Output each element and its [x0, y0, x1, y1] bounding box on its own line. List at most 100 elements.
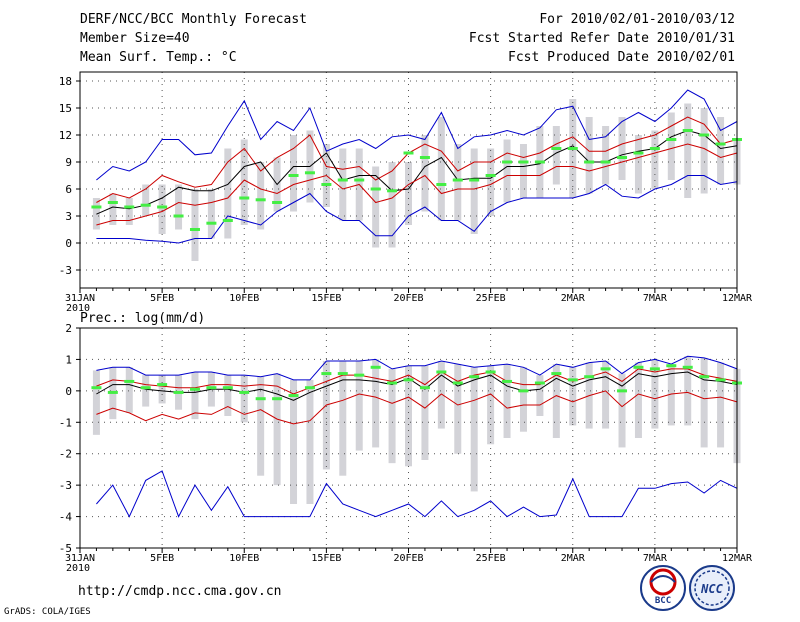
precip-spread-bar — [602, 361, 610, 429]
precip-obs-mark — [222, 386, 233, 390]
precip-series-lower — [96, 390, 738, 425]
temp-spread-bar — [405, 162, 412, 225]
precip-obs-mark — [304, 386, 315, 390]
precip-ytick-label: -4 — [59, 511, 73, 524]
precip-series-max — [96, 355, 738, 381]
temp-spread-bar — [651, 130, 659, 189]
temp-obs-mark — [321, 183, 332, 186]
precip-obs-mark — [354, 373, 365, 377]
precip-obs-mark — [600, 367, 611, 371]
header-title: DERF/NCC/BCC Monthly Forecast — [80, 12, 307, 27]
precip-obs-mark — [288, 394, 299, 398]
precip-obs-mark — [485, 370, 496, 374]
temp-xtick-label: 20FEB — [393, 293, 423, 304]
precip-spread-bar — [322, 361, 330, 470]
precip-xtick-label: 2MAR — [561, 553, 586, 564]
temp-obs-mark — [452, 178, 463, 182]
temp-obs-mark — [682, 129, 693, 132]
temp-spread-bar — [700, 108, 708, 194]
temp-spread-bar — [454, 144, 462, 221]
temp-spread-bar — [487, 148, 495, 216]
temp-obs-mark — [715, 142, 726, 146]
precip-spread-bar — [372, 359, 380, 448]
precip-spread-bar — [273, 373, 281, 486]
precip-ytick-label: -5 — [59, 542, 72, 555]
precipitation-panel: -5 -4 -3 -2 -1 0 1 2 31JAN 5FEB 10FEB 15FEB 20FEB 25F… — [59, 322, 753, 574]
precip-obs-mark — [666, 364, 677, 368]
precip-spread-bar — [290, 379, 298, 504]
temp-spread-bar — [339, 148, 347, 221]
precip-obs-mark — [255, 397, 266, 401]
precip-spread-bar — [700, 357, 708, 448]
temp-xtick-label: 7MAR — [643, 293, 668, 304]
precip-obs-mark — [140, 386, 151, 390]
precip-obs-mark — [534, 381, 545, 385]
precip-obs-mark — [584, 375, 595, 379]
precip-spread-bar — [257, 376, 265, 476]
temp-xtick-label: 15FEB — [311, 293, 341, 304]
temp-series-upper — [96, 116, 738, 203]
temp-ytick-label: 6 — [65, 183, 72, 196]
precip-obs-mark — [436, 370, 447, 374]
precip-obs-mark — [419, 386, 430, 390]
precip-spread-bar — [684, 356, 692, 426]
temp-obs-mark — [222, 219, 233, 222]
precip-spread-bar — [470, 367, 478, 492]
temp-obs-mark — [534, 160, 545, 164]
precip-obs-mark — [633, 365, 644, 369]
precip-obs-mark — [502, 379, 513, 383]
temp-xtick-label: 25FEB — [476, 293, 506, 304]
header-period: For 2010/02/01-2010/03/12 — [539, 12, 735, 27]
temp-ytick-label: 18 — [59, 75, 72, 88]
temp-obs-mark — [272, 201, 283, 204]
temp-spread-bar — [372, 166, 380, 248]
temp-obs-mark — [288, 174, 299, 177]
temp-obs-mark — [189, 228, 200, 231]
temp-obs-mark — [551, 147, 562, 150]
header-produced-date: Fcst Produced Date 2010/02/01 — [508, 50, 735, 65]
temp-spread-bar — [125, 198, 133, 225]
precip-obs-mark — [567, 378, 578, 382]
precip-spread-bar — [142, 375, 150, 407]
precip-spread-bar — [536, 375, 544, 416]
precip-year-label: 2010 — [66, 563, 90, 574]
precip-spread-bar — [618, 373, 626, 448]
header-member-size: Member Size=40 — [80, 31, 190, 46]
precip-spread-bar — [191, 372, 199, 420]
precip-xtick-label: 15FEB — [311, 553, 341, 564]
precip-obs-mark — [682, 365, 693, 369]
temp-spread-bar — [667, 112, 675, 180]
precip-spread-bar — [487, 365, 495, 445]
precip-obs-mark — [403, 378, 414, 382]
temp-spread-bar — [257, 162, 265, 230]
temp-ytick-label: 9 — [65, 156, 72, 169]
temp-obs-mark — [666, 138, 677, 141]
temp-spread-bar — [158, 184, 166, 234]
temp-obs-mark — [617, 156, 628, 159]
temp-obs-mark — [518, 160, 529, 164]
temp-spread-bar — [388, 162, 396, 248]
temp-obs-mark — [699, 133, 710, 137]
temp-obs-mark — [649, 147, 660, 150]
footer-url[interactable]: http://cmdp.ncc.cma.gov.cn — [78, 584, 282, 599]
precip-obs-mark — [387, 381, 398, 385]
precip-spread-bar — [634, 362, 642, 438]
precip-obs-mark — [157, 383, 168, 387]
precip-obs-mark — [518, 389, 529, 393]
precip-spread-bar — [503, 364, 511, 438]
temp-spread-bar — [602, 126, 610, 185]
temp-series-mean — [96, 129, 738, 215]
ncc-logo: NCC — [689, 565, 735, 611]
precip-obs-mark — [173, 390, 184, 394]
precip-series-upper — [96, 368, 738, 395]
temp-xtick-label: 31JAN — [65, 293, 95, 304]
temp-spread-bar — [552, 126, 560, 185]
precip-ytick-label: -1 — [59, 416, 72, 429]
temp-obs-mark — [584, 160, 595, 164]
temp-obs-mark — [387, 189, 398, 193]
temp-obs-mark — [206, 221, 217, 225]
temp-spread-bar — [634, 135, 642, 194]
temp-spread-bar — [585, 117, 593, 194]
temp-ytick-label: 3 — [65, 210, 72, 223]
